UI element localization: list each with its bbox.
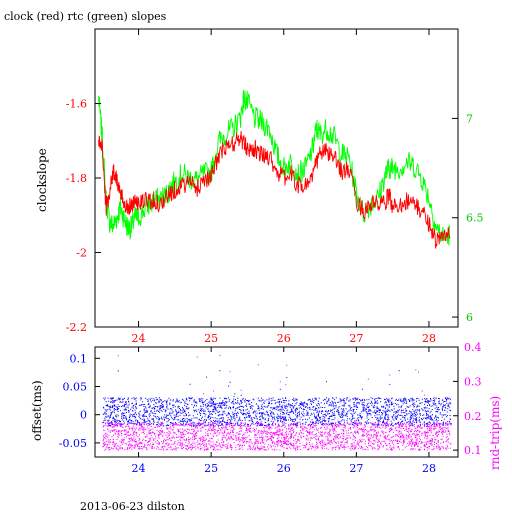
slope-left-tick-label: -2.2 bbox=[66, 321, 87, 334]
offset-points bbox=[102, 370, 452, 438]
slope-right-tick-label: 7 bbox=[466, 112, 473, 125]
offset-y-axis-label: offset(ms) bbox=[30, 380, 44, 441]
clock-line bbox=[98, 130, 451, 249]
rtc-series bbox=[98, 89, 451, 246]
offset-scatter bbox=[102, 355, 452, 451]
rnd-trip-points bbox=[102, 355, 452, 451]
chart-title: clock (red) rtc (green) slopes bbox=[4, 10, 167, 23]
offset-left-tick-label: 0 bbox=[80, 409, 87, 422]
offset-panel: 24 25 26 27 28 0.1 0.05 0 -0.05 0.4 0.3 0.2 0.1 offs… bbox=[30, 341, 502, 475]
offset-x-tick-label: 25 bbox=[204, 462, 218, 475]
slope-x-tick-label: 25 bbox=[204, 332, 218, 345]
slope-left-tick-label: -1.8 bbox=[66, 172, 87, 185]
offset-x-tick-label: 27 bbox=[349, 462, 363, 475]
rnd-trip-right-tick-label: 0.1 bbox=[464, 444, 482, 457]
slope-x-tick-label: 27 bbox=[349, 332, 363, 345]
slope-plot-frame bbox=[94, 28, 459, 328]
rnd-trip-y-axis-label: rnd-trip(ms) bbox=[488, 396, 502, 470]
rnd-trip-right-tick-label: 0.2 bbox=[464, 410, 482, 423]
offset-axes: 24 25 26 27 28 0.1 0.05 0 -0.05 0.4 0.3 0.2 0.1 bbox=[59, 341, 482, 475]
clock-series bbox=[98, 130, 451, 249]
rnd-trip-right-tick-label: 0.3 bbox=[464, 375, 482, 388]
slope-x-tick-label: 28 bbox=[422, 332, 436, 345]
offset-left-tick-label: 0.1 bbox=[70, 352, 88, 365]
rnd-trip-right-tick-label: 0.4 bbox=[464, 341, 482, 354]
slope-right-tick-label: 6 bbox=[466, 311, 473, 324]
offset-x-tick-label: 24 bbox=[132, 462, 146, 475]
slope-right-tick-label: 6.5 bbox=[466, 212, 484, 225]
slope-axes: 24 25 26 27 28 -1.6 -1.8 -2 -2.2 6 6.5 7 bbox=[66, 29, 484, 345]
slope-x-tick-label: 26 bbox=[277, 332, 291, 345]
offset-x-tick-label: 28 bbox=[422, 462, 436, 475]
offset-left-tick-label: 0.05 bbox=[63, 380, 88, 393]
slope-left-tick-label: -1.6 bbox=[66, 98, 87, 111]
slope-x-tick-label: 24 bbox=[132, 332, 146, 345]
offset-x-tick-label: 26 bbox=[277, 462, 291, 475]
footer-caption: 2013-06-23 dilston bbox=[80, 500, 185, 512]
slope-left-tick-label: -2 bbox=[76, 247, 87, 260]
offset-plot-frame bbox=[94, 346, 459, 458]
offset-left-tick-label: -0.05 bbox=[59, 437, 87, 450]
slope-y-axis-label: clockslope bbox=[35, 148, 49, 212]
slope-panel: 24 25 26 27 28 -1.6 -1.8 -2 -2.2 6 6.5 7 clockslope bbox=[35, 28, 484, 345]
rtc-line bbox=[98, 89, 451, 246]
